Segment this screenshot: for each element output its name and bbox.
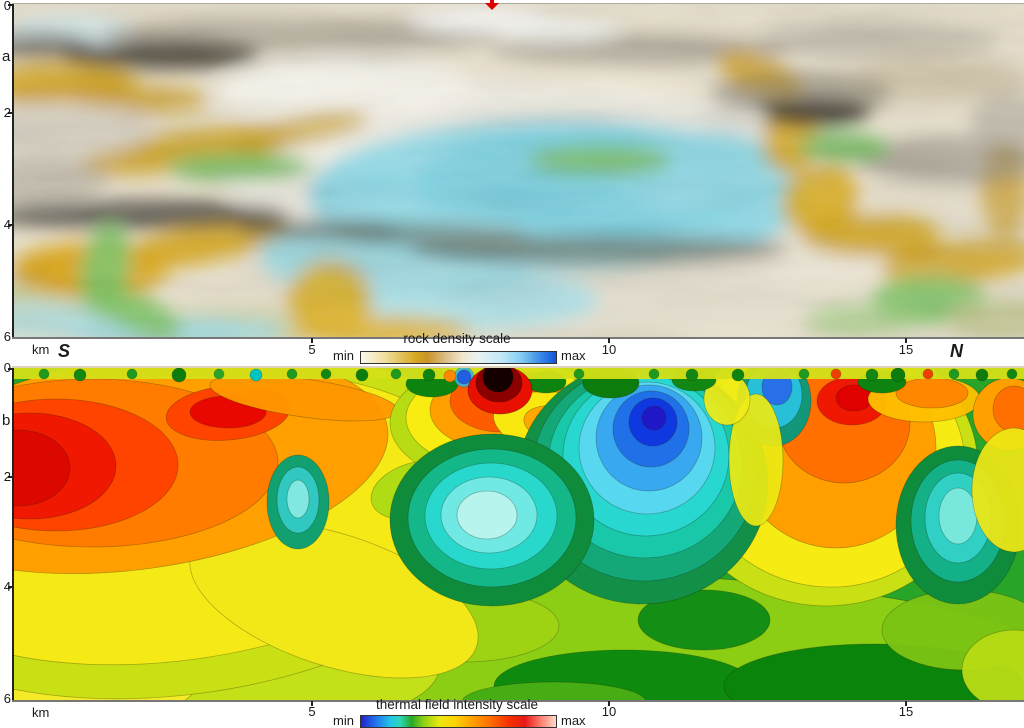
panel-a-y-label-0: 0 [3,0,11,13]
panel-a-y-label-2: 2 [3,105,11,120]
thermal-scale-colorbar [360,715,557,728]
rock-scale-min-label: min [333,348,354,363]
panel-b-axis-unit: km [32,705,50,720]
thermal-scale-min-label: min [333,713,354,728]
panel-b-y-axis [12,368,14,700]
x-tick [311,701,313,706]
rock-density-field [14,4,1024,337]
panel-b-y-label-0: 0 [3,360,11,375]
rock-scale-colorbar [360,351,557,364]
red-arrow-marker [485,0,499,10]
x-label-15-bottom: 15 [898,704,914,719]
relief-highlight-texture [14,4,1024,337]
black-anomaly [467,368,533,415]
panel-a-y-axis [12,4,14,337]
north-label: N [950,341,963,361]
rock-scale-title: rock density scale [403,331,511,346]
panel-b-x-axis [12,700,1024,702]
x-label-5-bottom: 5 [308,704,316,719]
x-label-10-bottom: 10 [601,704,617,719]
y-tick [8,224,13,226]
x-label-10: 10 [601,342,617,357]
panel-a-axis-unit: km [32,342,50,357]
thermal-field [14,368,1024,700]
panel-b-y-label-2: 2 [3,469,11,484]
panel-a-top-edge [12,3,1024,4]
y-tick [8,112,13,114]
y-tick [8,4,13,6]
thermal-scale-max-label: max [561,713,586,728]
y-tick [8,476,13,478]
x-tick [905,701,907,706]
panel-b-map [14,368,1024,700]
y-tick [8,586,13,588]
panel-a-y-label-4: 4 [3,217,11,232]
y-tick [8,368,13,370]
x-tick [608,701,610,706]
panel-a-label: a [2,48,11,65]
thermal-scale-title: thermal field intensity scale [375,697,539,712]
panel-a-map [14,4,1024,337]
x-label-15: 15 [898,342,914,357]
x-tick [311,338,313,343]
x-label-5: 5 [308,342,316,357]
panel-a-x-axis [12,337,1024,339]
panel-a-y-label-6: 6 [3,329,11,344]
panel-b-y-label-4: 4 [3,579,11,594]
south-label: S [58,341,71,361]
panel-b-y-label-6: 6 [3,691,11,706]
x-tick [905,338,907,343]
rock-scale-max-label: max [561,348,586,363]
x-tick [608,338,610,343]
panel-b-top-edge [12,366,1024,368]
panel-b-label: b [2,412,11,429]
